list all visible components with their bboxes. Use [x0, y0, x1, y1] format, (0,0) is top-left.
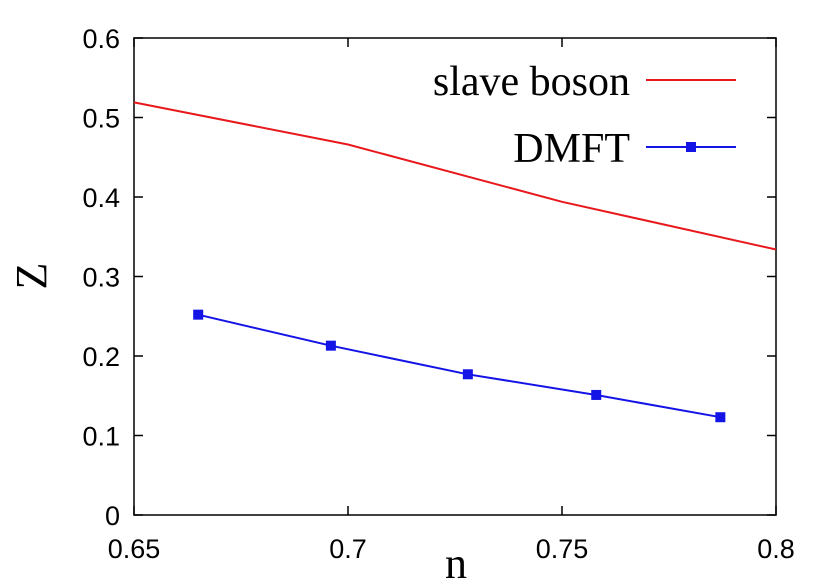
data-point-dmft: [325, 340, 336, 351]
legend-label-slave-boson: slave boson: [433, 59, 630, 105]
series-line-slave-boson: [133, 101, 777, 251]
y-tick-label: 0.5: [82, 104, 120, 134]
x-ticks: 0.65 0.7 0.75 0.8: [108, 38, 795, 564]
x-tick-label: 0.7: [329, 534, 367, 564]
y-tick-label: 0.4: [82, 183, 120, 213]
x-tick-label: 0.75: [536, 534, 589, 564]
legend-label-dmft: DMFT: [513, 126, 630, 172]
y-tick-label: 0.1: [82, 422, 120, 452]
plot-frame: [133, 37, 777, 516]
y-tick-label: 0.6: [82, 24, 120, 54]
y-tick-label: 0: [105, 501, 120, 531]
y-ticks: 0 0.1 0.2 0.3 0.4 0.5 0.6: [82, 24, 776, 531]
series-layer: [133, 101, 777, 423]
data-point-dmft: [462, 369, 473, 380]
y-axis-title: Z: [7, 263, 56, 290]
data-point-dmft: [193, 309, 204, 320]
x-tick-label: 0.8: [757, 534, 795, 564]
y-tick-label: 0.2: [82, 342, 120, 372]
x-tick-label: 0.65: [108, 534, 161, 564]
x-axis-title: n: [445, 539, 467, 582]
legend: slave boson DMFT: [433, 59, 736, 172]
series-line-dmft: [197, 313, 721, 419]
data-point-dmft: [715, 412, 726, 423]
legend-marker-dmft: [686, 142, 696, 152]
y-tick-label: 0.3: [82, 263, 120, 293]
data-point-dmft: [591, 389, 602, 400]
